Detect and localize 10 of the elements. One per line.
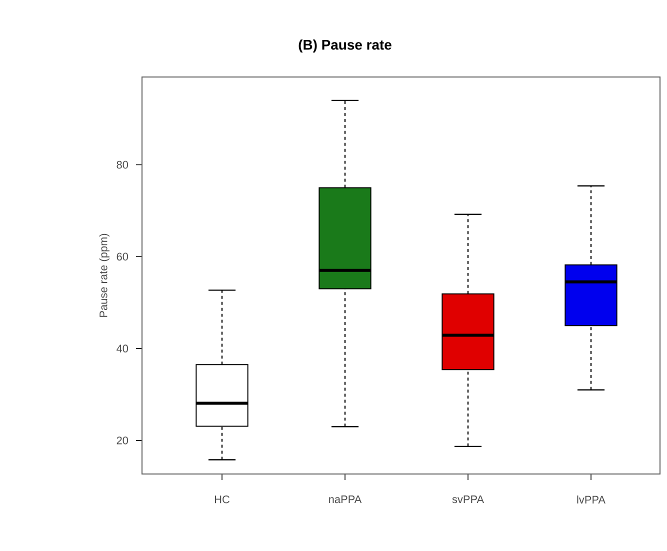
x-tick-label: HC (215, 496, 230, 504)
y-tick-label: 40 (116, 344, 128, 352)
y-tick-label: 60 (116, 252, 128, 261)
x-tick-label: naPPA (329, 496, 362, 504)
x-tick-label: svPPA (452, 496, 484, 504)
chart-title: (B) Pause rate (298, 39, 392, 52)
y-tick-label: 20 (116, 436, 128, 444)
x-tick-label: lvPPA (577, 496, 606, 504)
y-tick-label: 80 (116, 160, 128, 169)
y-axis-title: Pause rate (ppm) (99, 234, 110, 317)
